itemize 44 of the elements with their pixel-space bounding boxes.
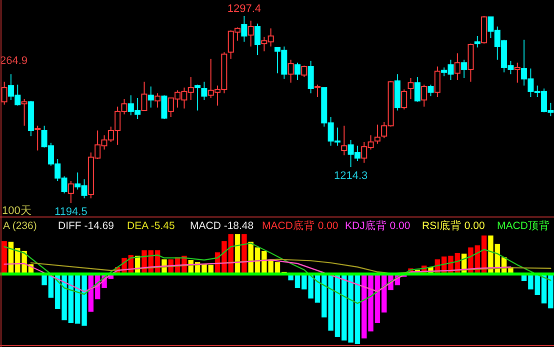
text: KDJ底背 0.00 <box>345 219 410 232</box>
candlestick <box>68 180 74 204</box>
candlestick <box>454 52 460 80</box>
text: DEA -5.45 <box>127 220 176 232</box>
candlestick <box>34 125 41 151</box>
candlestick <box>308 60 314 94</box>
candlestick <box>294 62 300 80</box>
candlestick <box>21 98 28 126</box>
candlestick <box>161 94 168 120</box>
candlestick <box>401 88 408 110</box>
text: RSI底背 0.00 <box>422 219 486 232</box>
candlestick <box>288 59 294 84</box>
candlestick <box>341 125 348 156</box>
candlestick <box>421 84 428 108</box>
annotation: 1194.5 <box>54 206 88 218</box>
text: DIFF -14.69 <box>58 220 114 232</box>
candlestick <box>1 81 8 106</box>
text: A (236) <box>3 220 37 232</box>
candlestick <box>461 59 468 78</box>
annotation: 1214.3 <box>334 170 368 182</box>
candlestick <box>201 81 208 100</box>
candlestick <box>254 23 261 56</box>
candlestick <box>428 84 434 97</box>
candlestick <box>374 124 380 144</box>
candlestick <box>148 86 154 108</box>
text: MACD底背 0.00 <box>262 219 338 232</box>
text: 100天 <box>2 205 32 217</box>
candlestick <box>434 66 440 98</box>
candlestick <box>414 76 420 102</box>
candlestick <box>141 81 148 111</box>
candlestick <box>248 20 254 48</box>
candlestick <box>474 35 480 48</box>
text: MACD -18.48 <box>190 220 254 232</box>
bar <box>2 241 7 274</box>
text: MACD顶背 <box>497 219 550 232</box>
candlestick <box>301 65 308 78</box>
annotation: 264.9 <box>0 55 28 67</box>
candlestick <box>514 62 520 84</box>
candlestick <box>154 92 161 108</box>
candlestick <box>408 77 414 100</box>
annotation: 1297.4 <box>227 3 262 15</box>
candlestick <box>194 84 201 111</box>
candlestick <box>314 84 320 98</box>
candlestick <box>241 16 248 42</box>
